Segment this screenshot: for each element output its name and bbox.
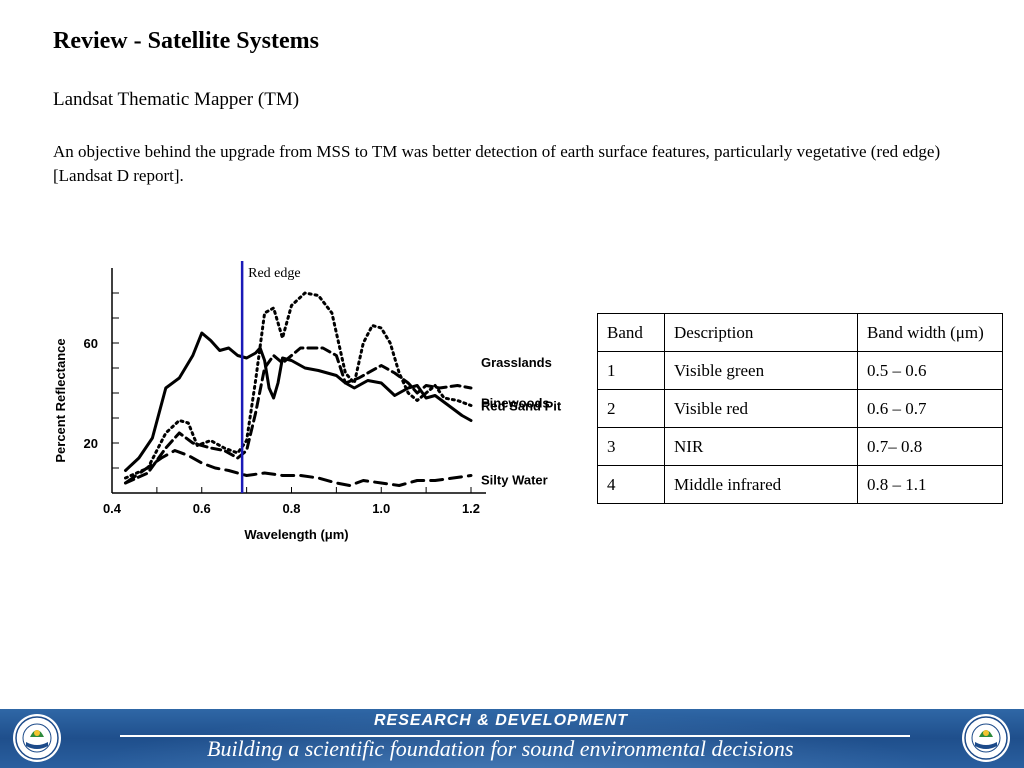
x-tick-label: 0.4 <box>103 501 122 516</box>
epa-seal-icon <box>962 714 1010 762</box>
slide-subtitle: Landsat Thematic Mapper (TM) <box>53 89 300 110</box>
series-line-pinewoods <box>124 331 473 472</box>
table-cell: 0.7– 0.8 <box>857 427 1003 466</box>
slide-title: Review - Satellite Systems <box>53 28 319 54</box>
x-tick-label: 0.6 <box>193 501 211 516</box>
table-row: 2 Visible red 0.6 – 0.7 <box>597 389 1003 428</box>
table-cell: 2 <box>597 389 665 428</box>
table-cell: Visible green <box>664 351 858 390</box>
table-header-cell: Band width (μm) <box>857 313 1003 352</box>
table-cell: 4 <box>597 465 665 504</box>
table-header-row: Band Description Band width (μm) <box>597 313 1003 352</box>
table-cell: Middle infrared <box>664 465 858 504</box>
table-cell: 3 <box>597 427 665 466</box>
series-label: Red Sand Pit <box>481 399 562 414</box>
table-cell: 0.5 – 0.6 <box>857 351 1003 390</box>
y-axis-title: Percent Reflectance <box>53 338 68 462</box>
y-tick-label: 20 <box>84 436 98 451</box>
footer-banner: RESEARCH & DEVELOPMENT Building a scient… <box>0 709 1024 768</box>
series-label: Silty Water <box>481 473 548 488</box>
series-line-silty-water <box>124 449 473 487</box>
table-header-cell: Band <box>597 313 665 352</box>
x-tick-label: 1.2 <box>462 501 480 516</box>
table-header-cell: Description <box>664 313 858 352</box>
footer-divider <box>120 735 910 737</box>
slide-body-text: An objective behind the upgrade from MSS… <box>53 142 941 185</box>
reflectance-chart-svg: 0.4 0.6 0.8 1.0 1.2 20 60 Wavelength (μm) Percen… <box>53 261 562 542</box>
footer-heading: RESEARCH & DEVELOPMENT <box>374 712 629 729</box>
series-label: Grasslands <box>481 355 552 370</box>
x-tick-label: 1.0 <box>372 501 390 516</box>
table-row: 1 Visible green 0.5 – 0.6 <box>597 351 1003 390</box>
series-line-grasslands <box>124 346 473 485</box>
series-line-red-sand-pit <box>124 291 473 480</box>
table-cell: 0.6 – 0.7 <box>857 389 1003 428</box>
table-cell: 1 <box>597 351 665 390</box>
series-label: Pinewoods <box>481 396 550 411</box>
x-tick-label: 0.8 <box>282 501 300 516</box>
y-tick-label: 60 <box>84 336 98 351</box>
band-table: Band Description Band width (μm) 1 Visib… <box>597 313 1003 504</box>
red-edge-label: Red edge <box>248 266 300 281</box>
x-axis-title: Wavelength (μm) <box>244 527 348 542</box>
footer-tagline: Building a scientific foundation for sou… <box>207 736 794 761</box>
table-cell: Visible red <box>664 389 858 428</box>
epa-seal-icon <box>13 714 61 762</box>
table-cell: 0.8 – 1.1 <box>857 465 1003 504</box>
table-cell: NIR <box>664 427 858 466</box>
table-row: 4 Middle infrared 0.8 – 1.1 <box>597 465 1003 504</box>
footer-wave-decoration <box>70 709 950 768</box>
reflectance-chart: 0.4 0.6 0.8 1.0 1.2 20 60 Wavelength (μm) Percen… <box>46 255 586 555</box>
table-row: 3 NIR 0.7– 0.8 <box>597 427 1003 466</box>
